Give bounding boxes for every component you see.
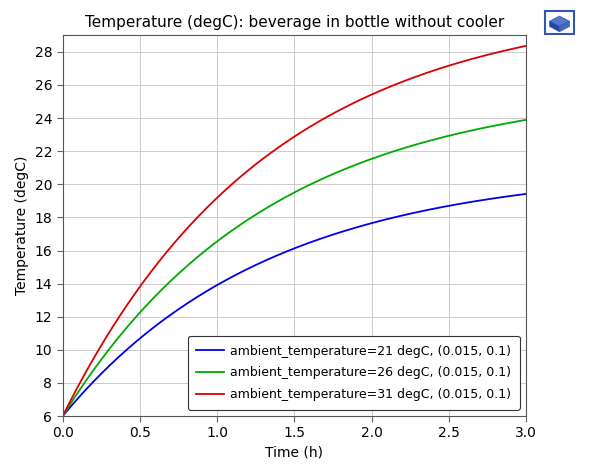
Line: ambient_temperature=26 degC, (0.015, 0.1): ambient_temperature=26 degC, (0.015, 0.1… (63, 120, 526, 416)
ambient_temperature=26 degC, (0.015, 0.1) (523, 117, 530, 123)
ambient_temperature=21 degC, (0.015, 0.1) (284, 248, 292, 254)
ambient_temperature=31 degC, (0.015, 0.1) (509, 46, 516, 52)
Y-axis label: Temperature (degC): Temperature (degC) (15, 156, 29, 295)
ambient_temperature=21 degC, (0.015, 0.1) (83, 386, 90, 392)
ambient_temperature=31 degC, (0.015, 0.1) (272, 146, 280, 152)
ambient_temperature=26 degC, (0.015, 0.1) (83, 377, 90, 383)
ambient_temperature=26 degC, (0.015, 0.1) (272, 200, 280, 206)
ambient_temperature=31 degC, (0.015, 0.1) (509, 46, 516, 52)
ambient_temperature=31 degC, (0.015, 0.1) (523, 43, 530, 49)
ambient_temperature=31 degC, (0.015, 0.1) (83, 368, 90, 374)
Polygon shape (550, 16, 569, 27)
ambient_temperature=21 degC, (0.015, 0.1) (509, 193, 516, 199)
Line: ambient_temperature=21 degC, (0.015, 0.1): ambient_temperature=21 degC, (0.015, 0.1… (63, 194, 526, 416)
ambient_temperature=26 degC, (0.015, 0.1) (284, 193, 292, 199)
ambient_temperature=31 degC, (0.015, 0.1) (424, 70, 431, 76)
ambient_temperature=21 degC, (0.015, 0.1) (509, 193, 516, 199)
ambient_temperature=26 degC, (0.015, 0.1) (509, 119, 516, 125)
ambient_temperature=26 degC, (0.015, 0.1) (59, 413, 67, 419)
Title: Temperature (degC): beverage in bottle without cooler: Temperature (degC): beverage in bottle w… (85, 15, 504, 30)
ambient_temperature=21 degC, (0.015, 0.1) (523, 191, 530, 197)
FancyBboxPatch shape (545, 11, 574, 34)
Polygon shape (560, 21, 569, 32)
Legend: ambient_temperature=21 degC, (0.015, 0.1), ambient_temperature=26 degC, (0.015, : ambient_temperature=21 degC, (0.015, 0.1… (188, 336, 520, 410)
ambient_temperature=21 degC, (0.015, 0.1) (59, 413, 67, 419)
ambient_temperature=26 degC, (0.015, 0.1) (424, 138, 431, 144)
ambient_temperature=21 degC, (0.015, 0.1) (424, 207, 431, 213)
ambient_temperature=31 degC, (0.015, 0.1) (59, 413, 67, 419)
ambient_temperature=21 degC, (0.015, 0.1) (272, 253, 280, 259)
ambient_temperature=26 degC, (0.015, 0.1) (509, 119, 516, 125)
Polygon shape (550, 21, 560, 32)
Line: ambient_temperature=31 degC, (0.015, 0.1): ambient_temperature=31 degC, (0.015, 0.1… (63, 46, 526, 416)
X-axis label: Time (h): Time (h) (265, 446, 323, 460)
ambient_temperature=31 degC, (0.015, 0.1) (284, 138, 292, 143)
